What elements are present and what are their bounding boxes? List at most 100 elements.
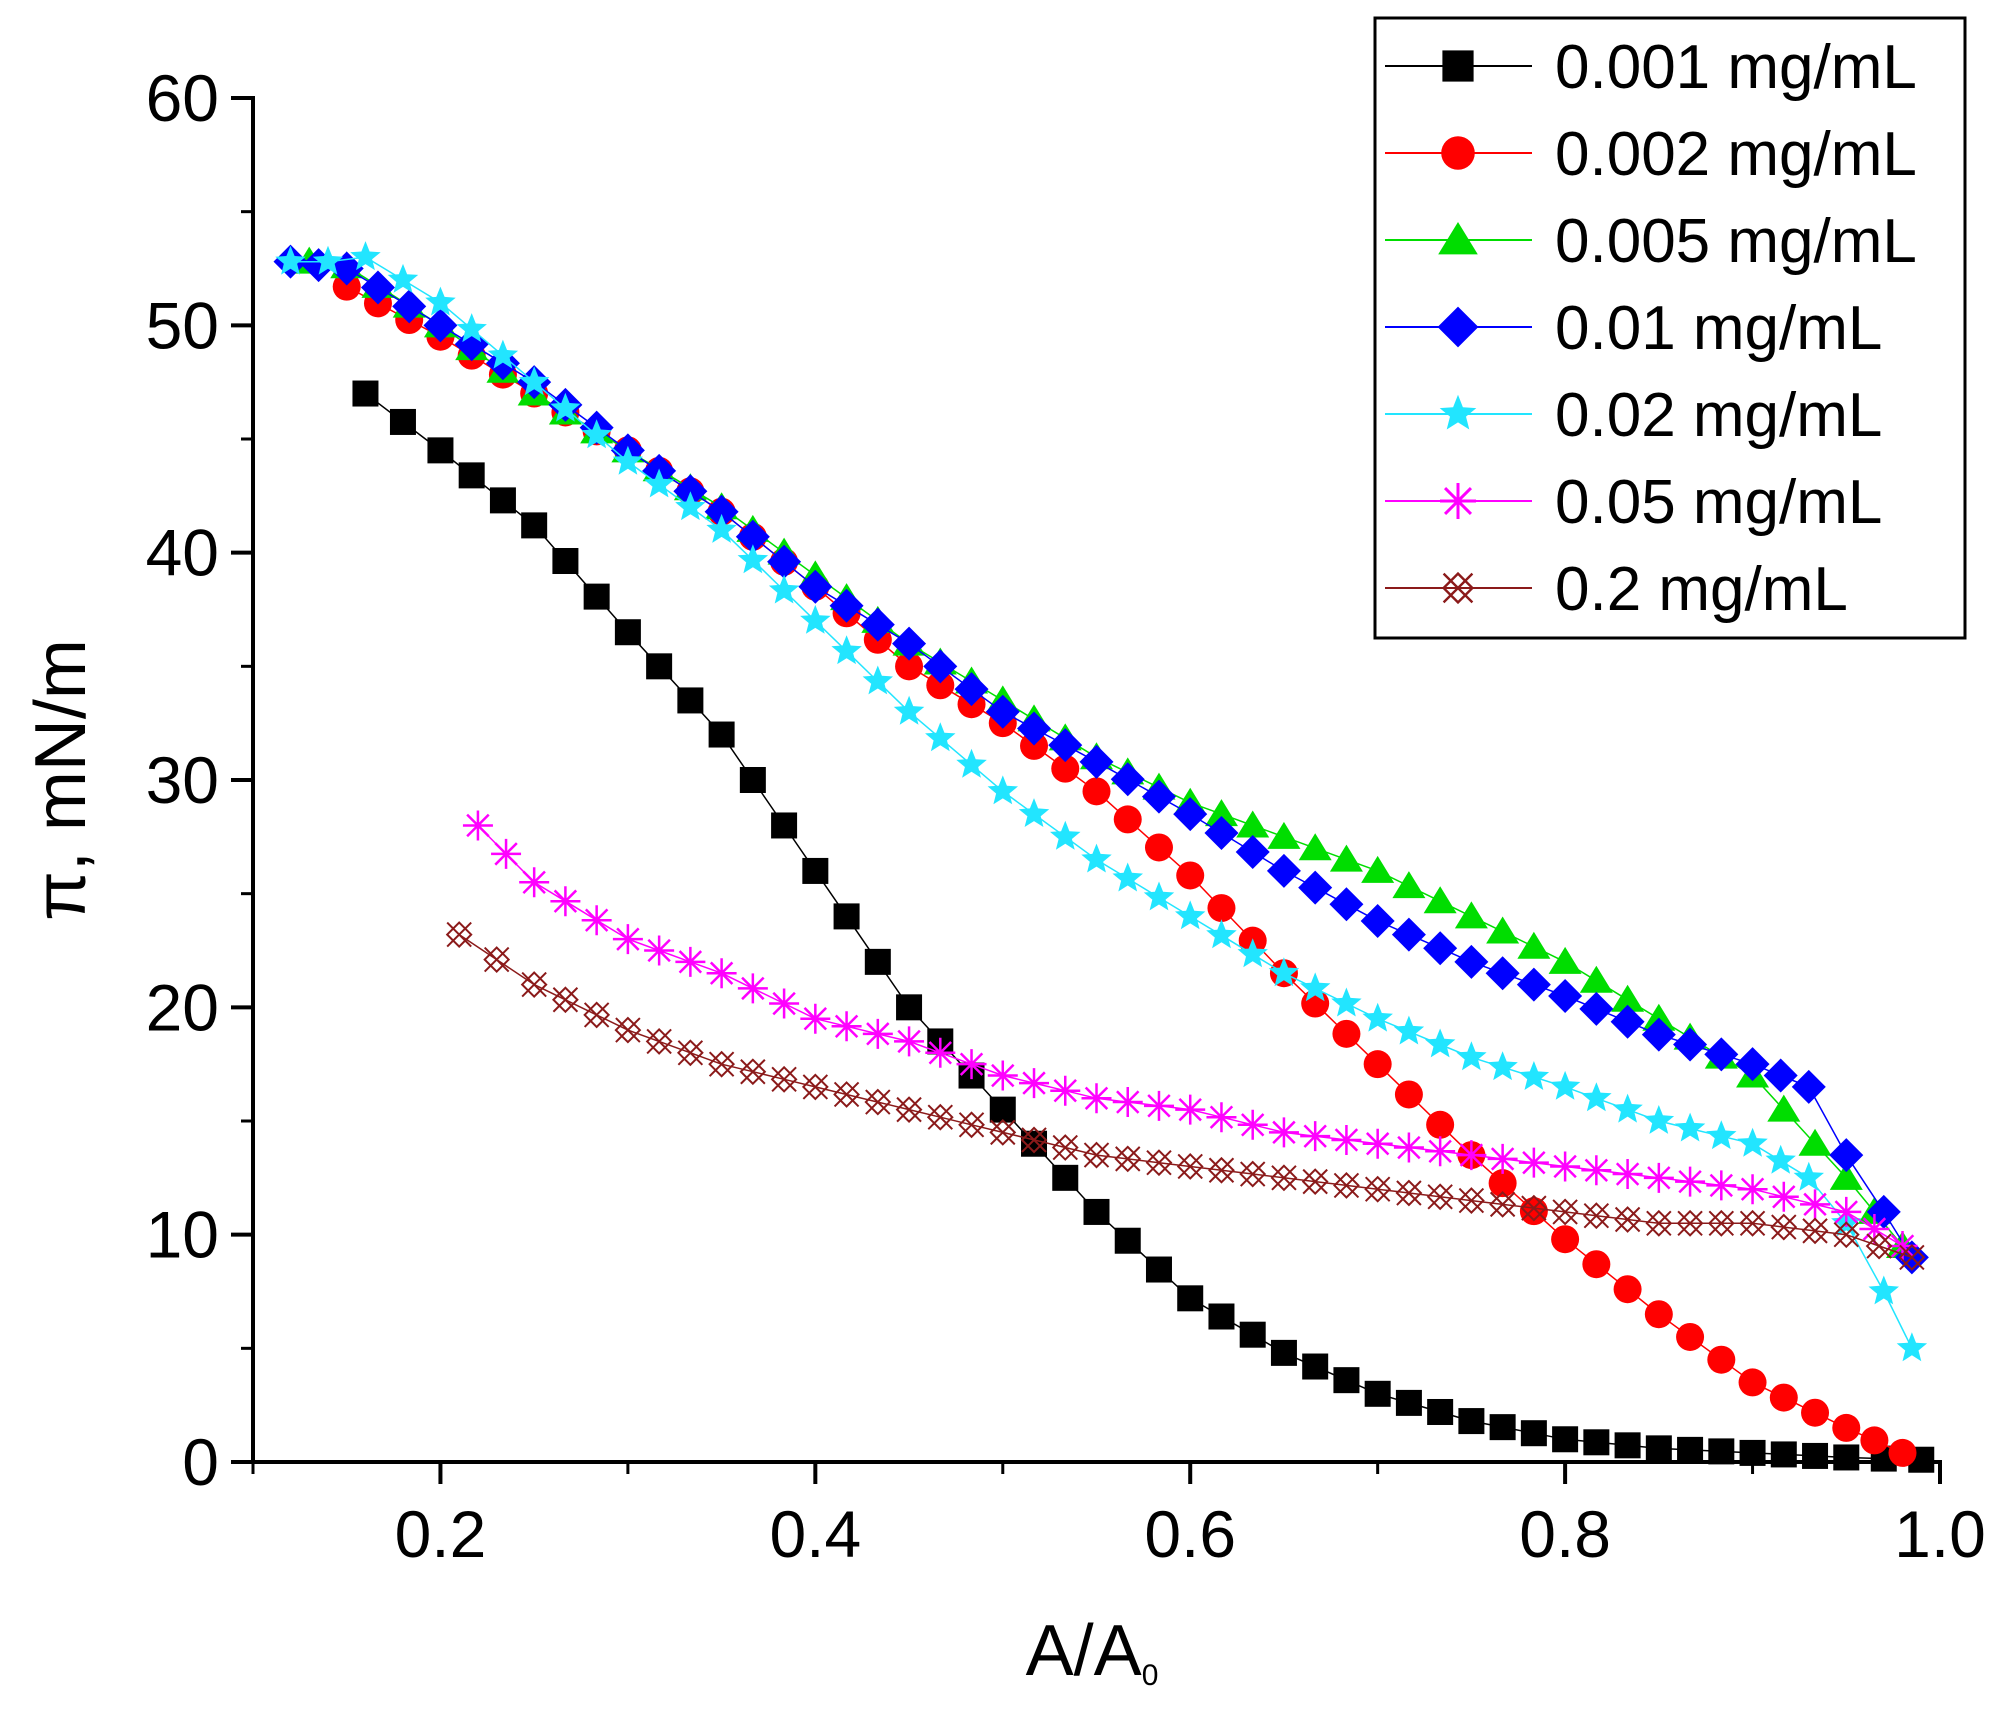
legend-label: 0.2 mg/mL: [1555, 555, 1848, 624]
data-point: [1549, 1070, 1581, 1100]
data-point: [1898, 1243, 1926, 1271]
series-layer: [273, 241, 1935, 1473]
data-point: [1206, 1102, 1237, 1133]
data-point: [1454, 901, 1488, 929]
data-point: [1051, 1134, 1079, 1161]
data-point: [1052, 1164, 1079, 1191]
data-point: [862, 1018, 893, 1049]
data-point: [956, 1049, 987, 1080]
data-point: [1642, 1003, 1676, 1031]
data-point: [1677, 1436, 1704, 1463]
data-point: [1704, 1037, 1739, 1072]
data-point: [925, 1037, 956, 1068]
data-point: [1458, 1408, 1485, 1435]
data-point: [798, 569, 833, 604]
data-point: [1770, 1213, 1798, 1241]
data-point: [1868, 1275, 1899, 1305]
data-point: [1394, 1080, 1423, 1109]
data-point: [1048, 728, 1083, 763]
data-point: [1706, 1120, 1737, 1150]
x-axis-title-main: A/A: [1026, 1611, 1142, 1691]
x-axis-title: A/A0: [1026, 1611, 1159, 1692]
data-point: [831, 1011, 862, 1042]
data-point: [1143, 881, 1175, 911]
data-point: [1204, 799, 1238, 827]
data-point: [1236, 810, 1270, 838]
data-point: [1454, 944, 1489, 979]
legend-item: 0.01 mg/mL: [1385, 294, 1882, 363]
data-point: [708, 721, 735, 748]
data-point: [1424, 1028, 1456, 1058]
data-point: [1793, 1161, 1824, 1191]
data-point: [1485, 956, 1520, 991]
data-point: [1517, 931, 1551, 959]
data-point: [1302, 1353, 1329, 1380]
data-point: [767, 544, 802, 579]
data-point: [1239, 1160, 1267, 1188]
data-point: [1270, 1339, 1297, 1366]
data-point: [1488, 1169, 1517, 1198]
legend-label: 0.01 mg/mL: [1555, 294, 1882, 363]
data-point: [392, 289, 427, 324]
data-point: [1579, 965, 1613, 993]
data-point: [1114, 1227, 1141, 1254]
data-point: [1582, 1250, 1611, 1279]
data-point: [551, 986, 579, 1014]
data-point: [521, 512, 548, 539]
data-point: [989, 1096, 1016, 1123]
y-tick-label: 30: [146, 743, 219, 817]
data-point: [1831, 1196, 1862, 1227]
data-point: [1518, 1147, 1549, 1178]
data-point: [1393, 1015, 1425, 1045]
data-point: [1770, 1441, 1797, 1468]
data-point: [737, 973, 768, 1004]
data-point: [427, 437, 454, 464]
data-point: [1896, 1332, 1928, 1362]
data-point: [1860, 1426, 1889, 1455]
data-point: [1456, 1140, 1487, 1171]
data-point: [1050, 820, 1081, 850]
data-point: [1489, 1190, 1517, 1218]
data-point: [583, 583, 610, 610]
legend-label: 0.02 mg/mL: [1555, 381, 1882, 450]
data-point: [1298, 833, 1332, 861]
data-point: [1208, 1156, 1235, 1184]
data-point: [581, 419, 612, 449]
data-point: [1833, 1444, 1860, 1471]
y-tick-label: 0: [182, 1425, 219, 1499]
data-point: [1548, 978, 1583, 1013]
data-point: [1707, 1209, 1735, 1237]
data-point: [1765, 1144, 1796, 1174]
data-point: [1737, 1127, 1768, 1157]
data-point: [1612, 1159, 1643, 1190]
data-point: [801, 1073, 829, 1101]
data-point: [1675, 1166, 1706, 1197]
data-point: [487, 339, 519, 369]
data-point: [458, 462, 485, 489]
data-point: [956, 748, 987, 778]
data-point: [1268, 1117, 1299, 1148]
data-point: [1206, 919, 1237, 949]
data-point: [1175, 1094, 1206, 1125]
data-point: [1707, 1345, 1736, 1374]
data-point: [1737, 1174, 1768, 1205]
data-point: [896, 994, 923, 1021]
data-point: [1674, 1112, 1706, 1142]
data-point: [1268, 957, 1300, 987]
data-point: [770, 1065, 798, 1093]
data-point: [1081, 843, 1112, 873]
data-point: [1641, 1017, 1676, 1052]
data-point: [1050, 1075, 1081, 1106]
data-point: [1333, 1171, 1360, 1199]
data-point: [1237, 938, 1268, 968]
series-line: [458, 933, 1913, 1259]
data-point: [1114, 1145, 1142, 1173]
legend-label: 0.002 mg/mL: [1555, 120, 1917, 189]
data-point: [552, 548, 579, 575]
data-point: [1643, 1105, 1675, 1134]
data-point: [1393, 1132, 1424, 1163]
data-point: [1643, 1162, 1674, 1193]
data-point: [1423, 886, 1457, 914]
data-point: [802, 857, 829, 884]
data-point: [739, 767, 766, 793]
